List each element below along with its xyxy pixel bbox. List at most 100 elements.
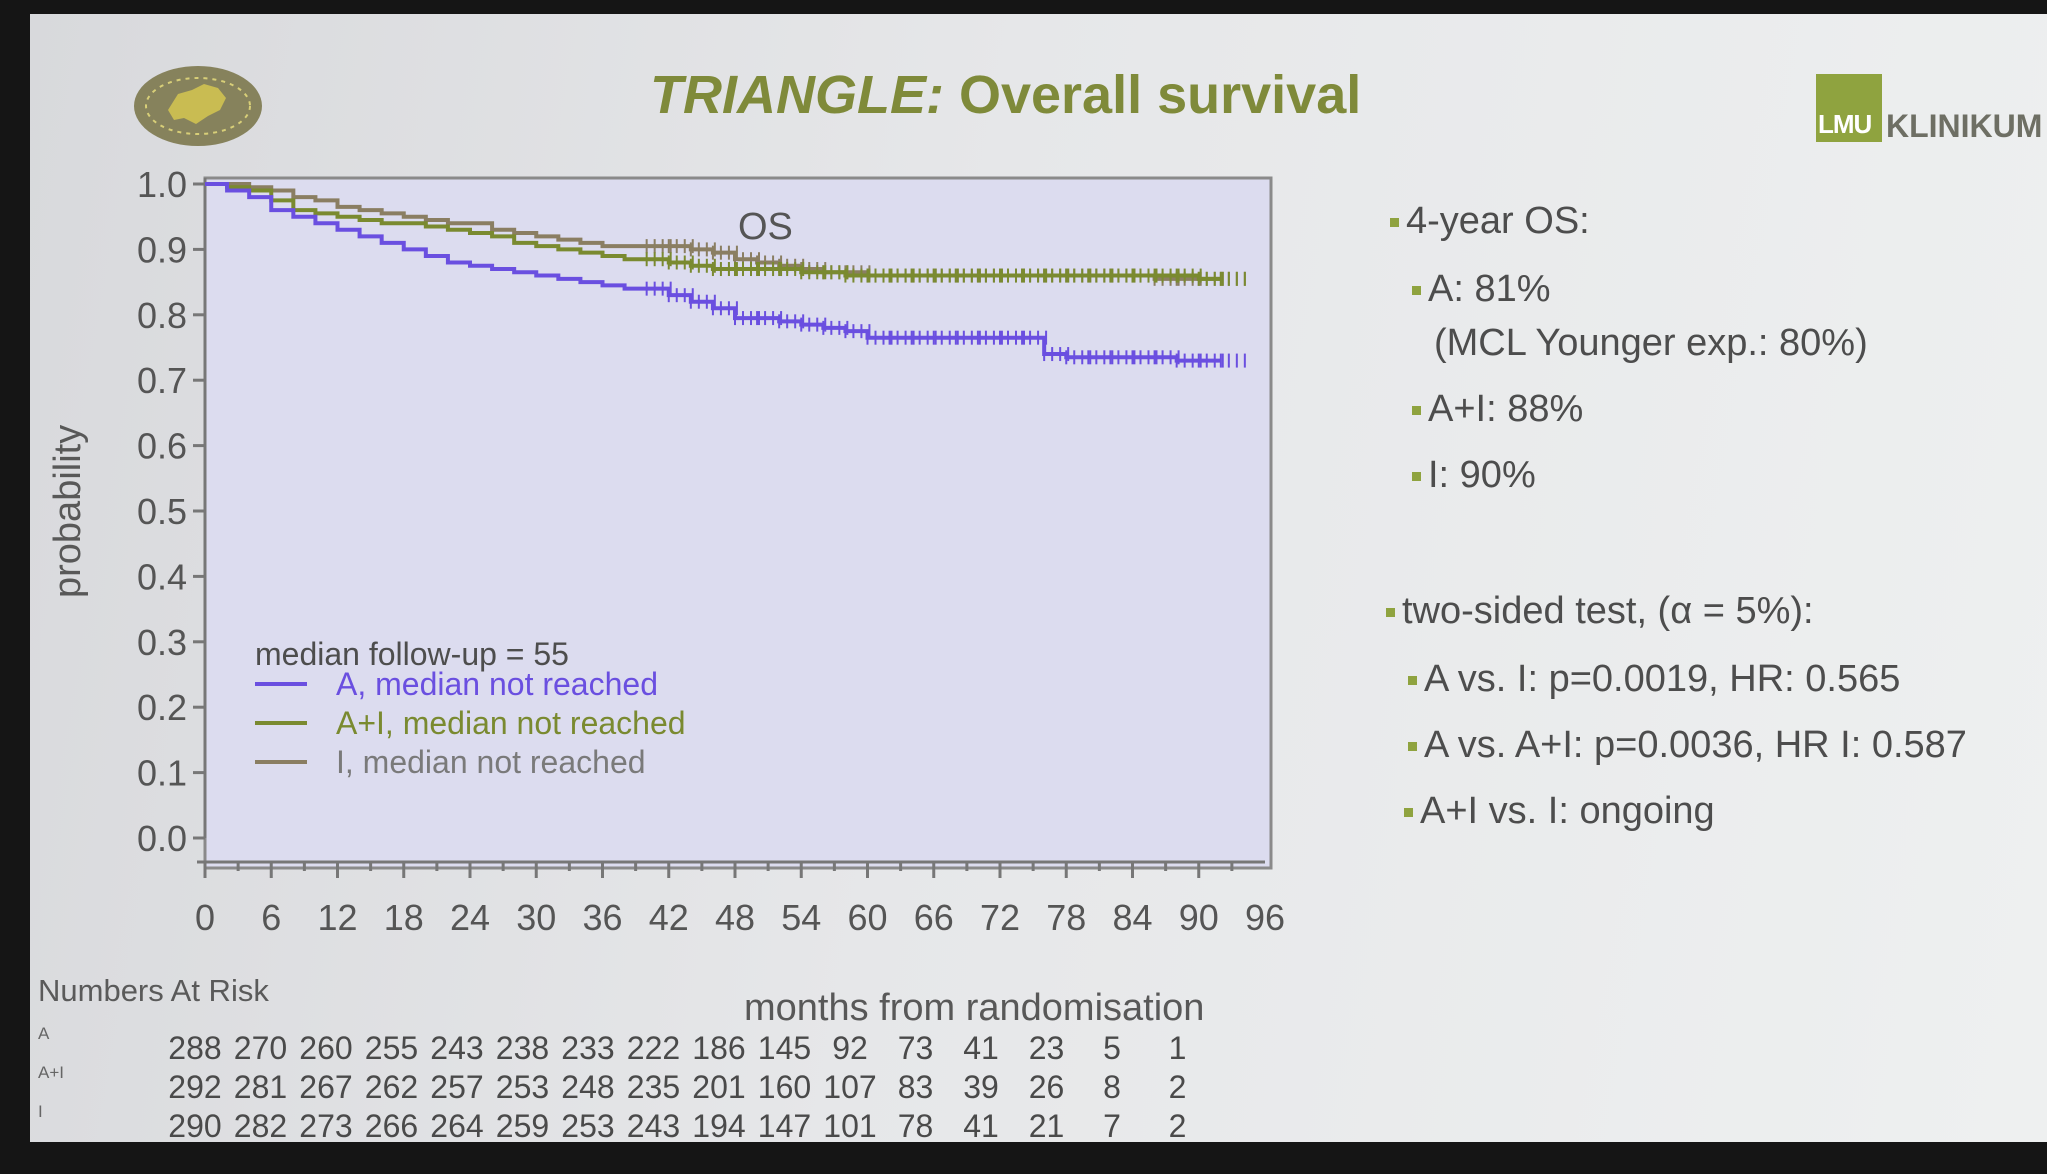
- y-tick-label: 0.0: [137, 818, 187, 859]
- risk-cell: 73: [898, 1030, 934, 1066]
- risk-cell: 194: [692, 1108, 745, 1144]
- test-a-vs-ai: A vs. A+I: p=0.0036, HR I: 0.587: [1408, 724, 1967, 767]
- chart-subtitle: OS: [738, 206, 793, 248]
- legend-label: A, median not reached: [336, 666, 658, 702]
- risk-cell: 78: [898, 1108, 934, 1144]
- risk-cell: 262: [365, 1069, 418, 1105]
- bullet-icon: [1412, 406, 1421, 416]
- risk-cell: 248: [561, 1069, 614, 1105]
- risk-cell: 83: [898, 1069, 934, 1105]
- survival-curves: [205, 182, 1246, 368]
- x-tick-label: 96: [1245, 897, 1285, 938]
- x-tick-label: 78: [1046, 897, 1086, 938]
- risk-cell: 255: [365, 1030, 418, 1066]
- x-tick-label: 66: [914, 897, 954, 938]
- risk-cell: 253: [561, 1108, 614, 1144]
- bullet-icon: [1412, 472, 1421, 482]
- risk-cell: 259: [496, 1108, 549, 1144]
- x-tick-label: 90: [1179, 897, 1219, 938]
- risk-cell: 222: [627, 1030, 680, 1066]
- risk-cell: 186: [692, 1030, 745, 1066]
- bullet-icon: [1408, 742, 1417, 752]
- risk-cell: 41: [963, 1108, 999, 1144]
- legend-label: I, median not reached: [336, 744, 646, 780]
- risk-cell: 260: [299, 1030, 352, 1066]
- risk-cell: 270: [234, 1030, 287, 1066]
- y-tick-label: 0.7: [137, 360, 187, 401]
- y-tick-label: 0.2: [137, 687, 187, 728]
- risk-cell: 21: [1029, 1108, 1065, 1144]
- x-tick-label: 42: [649, 897, 689, 938]
- risk-cell: 145: [758, 1030, 811, 1066]
- risk-cell: 238: [496, 1030, 549, 1066]
- x-axis-title: months from randomisation: [744, 987, 1204, 1029]
- risk-row-label: I: [38, 1102, 43, 1121]
- y-tick-label: 0.3: [137, 622, 187, 663]
- legend-label: A+I, median not reached: [336, 705, 686, 741]
- risk-cell: 235: [627, 1069, 680, 1105]
- x-tick-label: 36: [582, 897, 622, 938]
- risk-cell: 267: [299, 1069, 352, 1105]
- risk-cell: 233: [561, 1030, 614, 1066]
- risk-cell: 253: [496, 1069, 549, 1105]
- risk-row-label: A+I: [38, 1063, 64, 1082]
- y-tick-label: 0.1: [137, 753, 187, 794]
- os-ai: A+I: 88%: [1412, 388, 1583, 431]
- risk-cell: 273: [299, 1108, 352, 1144]
- y-tick-label: 0.8: [137, 295, 187, 336]
- bullet-icon: [1390, 218, 1399, 228]
- risk-cell: 147: [758, 1108, 811, 1144]
- y-tick-label: 0.9: [137, 229, 187, 270]
- x-tick-label: 60: [847, 897, 887, 938]
- european-map-logo-icon: [134, 66, 262, 146]
- risk-cell: 264: [430, 1108, 483, 1144]
- os-i: I: 90%: [1412, 454, 1536, 497]
- x-tick-label: 6: [261, 897, 281, 938]
- x-axis-ticks: 0 6 12 18 24 30 36 42 48 54 60 66 72 78 84 90 96: [195, 862, 1285, 938]
- risk-cell: 5: [1103, 1030, 1121, 1066]
- risk-cell: 282: [234, 1108, 287, 1144]
- x-tick-label: 18: [384, 897, 424, 938]
- legend-title: median follow-up = 55: [255, 636, 569, 672]
- risk-cell: 107: [823, 1069, 876, 1105]
- numbers-at-risk-table: Numbers At Risk A 288 270 260 255 243 238 233 22…: [38, 973, 1186, 1144]
- x-tick-label: 84: [1112, 897, 1152, 938]
- y-axis-ticks: 0.0 0.1 0.2 0.3 0.4 0.5 0.6 0.7 0.8 0.9 1.0: [137, 164, 205, 859]
- risk-cell: 101: [823, 1108, 876, 1144]
- bullet-icon: [1386, 608, 1395, 618]
- risk-cell: 41: [963, 1030, 999, 1066]
- risk-cell: 2: [1169, 1069, 1187, 1105]
- risk-cell: 92: [832, 1030, 868, 1066]
- y-tick-label: 1.0: [137, 164, 187, 205]
- risk-row-label: A: [38, 1024, 50, 1043]
- os-heading: 4-year OS:: [1390, 200, 1590, 243]
- lmu-logo-box: LMU: [1816, 74, 1882, 142]
- x-tick-label: 0: [195, 897, 215, 938]
- risk-cell: 292: [168, 1069, 221, 1105]
- x-tick-label: 54: [781, 897, 821, 938]
- bullet-icon: [1412, 286, 1421, 296]
- risk-cell: 243: [430, 1030, 483, 1066]
- risk-cell: 2: [1169, 1108, 1187, 1144]
- risk-cell: 1: [1169, 1030, 1187, 1066]
- y-tick-label: 0.5: [137, 491, 187, 532]
- x-tick-label: 30: [516, 897, 556, 938]
- y-tick-label: 0.4: [137, 556, 187, 597]
- x-tick-label: 48: [715, 897, 755, 938]
- x-tick-label: 72: [980, 897, 1020, 938]
- risk-cell: 23: [1029, 1030, 1065, 1066]
- series-aplusi: [205, 182, 1246, 286]
- x-tick-label: 12: [317, 897, 357, 938]
- risk-cell: 266: [365, 1108, 418, 1144]
- bullet-icon: [1404, 808, 1413, 818]
- series-a: [205, 182, 1246, 368]
- risk-cell: 243: [627, 1108, 680, 1144]
- test-a-vs-i: A vs. I: p=0.0019, HR: 0.565: [1408, 658, 1900, 701]
- test-ai-vs-i: A+I vs. I: ongoing: [1404, 790, 1715, 833]
- risk-cell: 7: [1103, 1108, 1121, 1144]
- risk-cell: 26: [1029, 1069, 1065, 1105]
- risk-table-title: Numbers At Risk: [38, 973, 269, 1008]
- risk-cell: 39: [963, 1069, 999, 1105]
